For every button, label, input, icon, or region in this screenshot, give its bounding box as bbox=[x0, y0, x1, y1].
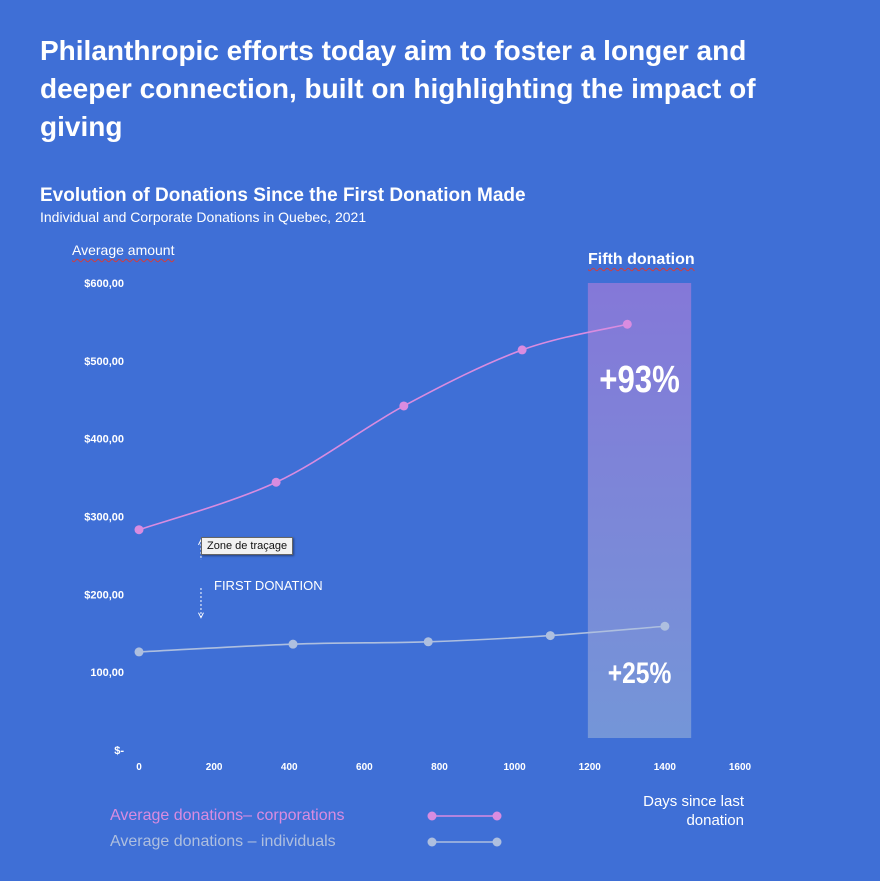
legend-swatch-corporations bbox=[427, 811, 502, 821]
data-point-corporations[interactable] bbox=[271, 477, 281, 487]
x-tick-label: 1600 bbox=[729, 762, 752, 773]
series-line-individuals bbox=[138, 625, 665, 653]
data-point-individuals[interactable] bbox=[423, 637, 433, 647]
x-tick-label: 600 bbox=[356, 762, 373, 773]
series-line-corporations bbox=[138, 323, 628, 531]
y-tick-label: $200,00 bbox=[84, 589, 124, 601]
y-axis-label: Average amount bbox=[72, 242, 175, 258]
data-point-individuals[interactable] bbox=[660, 621, 670, 631]
page-headline: Philanthropic efforts today aim to foste… bbox=[40, 35, 756, 142]
x-tick-label: 800 bbox=[431, 762, 448, 773]
data-point-corporations[interactable] bbox=[399, 401, 409, 411]
data-point-corporations[interactable] bbox=[622, 319, 632, 329]
data-point-corporations[interactable] bbox=[134, 525, 144, 535]
chart-title: Evolution of Donations Since the First D… bbox=[40, 185, 526, 206]
data-point-corporations[interactable] bbox=[517, 345, 527, 355]
legend-individuals[interactable]: Average donations – individuals bbox=[110, 833, 336, 850]
legend-corporations[interactable]: Average donations– corporations bbox=[110, 807, 345, 824]
x-tick-label: 1200 bbox=[579, 762, 602, 773]
data-point-individuals[interactable] bbox=[288, 639, 298, 649]
highlight-band-label: Fifth donation bbox=[588, 251, 695, 268]
individuals-change-label: +25% bbox=[608, 656, 672, 690]
x-tick-label: 200 bbox=[206, 762, 223, 773]
y-tick-label: $300,00 bbox=[84, 512, 124, 524]
plot-area-tooltip: Zone de traçage bbox=[201, 537, 294, 555]
x-tick-label: 400 bbox=[281, 762, 298, 773]
corporations-change-label: +93% bbox=[599, 359, 680, 401]
y-tick-label: 100,00 bbox=[90, 667, 124, 679]
legend-swatch-individuals bbox=[427, 837, 502, 847]
y-tick-label: $- bbox=[114, 745, 124, 757]
data-point-individuals[interactable] bbox=[134, 647, 144, 657]
first-donation-annotation: FIRST DONATION bbox=[214, 578, 323, 593]
data-point-individuals[interactable] bbox=[545, 631, 555, 641]
annotation-arrow-down bbox=[198, 612, 204, 619]
x-tick-label: 1000 bbox=[504, 762, 527, 773]
highlight-band bbox=[587, 283, 692, 738]
y-tick-label: $500,00 bbox=[84, 356, 124, 368]
x-tick-label: 0 bbox=[136, 762, 142, 773]
y-tick-label: $600,00 bbox=[84, 278, 124, 290]
y-tick-label: $400,00 bbox=[84, 434, 124, 446]
chart-subtitle: Individual and Corporate Donations in Qu… bbox=[40, 209, 367, 225]
x-tick-label: 1400 bbox=[654, 762, 677, 773]
x-axis-label: Days since last donation bbox=[643, 793, 744, 829]
